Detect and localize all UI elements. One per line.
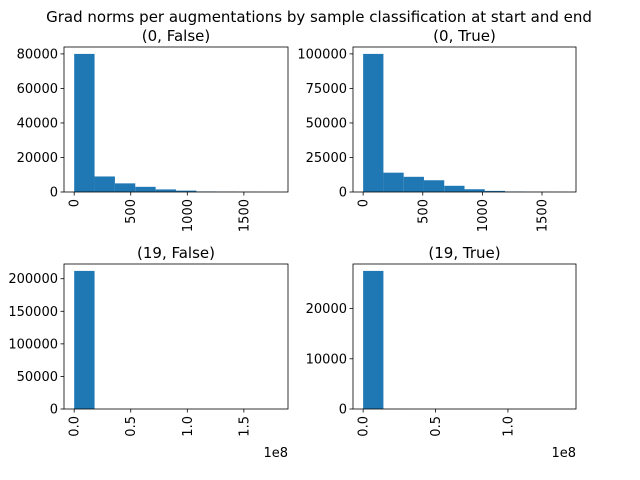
histogram-bar [135,186,156,192]
y-tick-label: 0 [339,186,347,201]
x-tick-label: 0 [357,199,372,207]
x-tick-label: 0.0 [68,416,83,437]
y-tick-label: 20000 [306,302,347,317]
histogram-bar [94,176,115,192]
y-tick-label: 100000 [8,337,58,352]
subplot-2: (0, True) 0 25000 50000 75000 100000 0 500 1000 1… [297,27,577,232]
histogram-bar [176,190,197,192]
x-tick-label: 0.5 [429,416,444,437]
histogram-bar [484,190,506,192]
figure-suptitle: Grad norms per augmentations by sample c… [46,8,592,26]
x-tick-label: 0 [68,199,83,207]
x-offset-label: 1e8 [551,446,576,461]
histogram-bar [444,185,465,192]
x-offset-label: 1e8 [263,446,288,461]
x-tick-label: 1.5 [237,416,252,437]
y-tick-label: 100000 [297,47,347,62]
histogram-bar [114,183,136,192]
y-tick-label: 0 [50,403,58,418]
x-tick-label: 0.0 [357,416,372,437]
y-tick-label: 25000 [306,151,347,166]
x-tick-label: 0.5 [124,416,139,437]
x-tick-label: 1500 [536,199,551,232]
x-tick-label: 500 [124,199,139,224]
x-tick-label: 1.0 [181,416,196,437]
subplot-title: (0, False) [142,27,210,45]
histogram-bar [363,270,384,409]
histogram-bar [74,53,95,193]
y-tick-label: 200000 [8,272,58,287]
x-tick-label: 1.0 [501,416,516,437]
y-tick-label: 50000 [306,116,347,131]
histogram-bar [403,176,424,192]
subplot-title: (0, True) [433,27,496,45]
histogram-bar [363,53,384,193]
subplot-1: (0, False) 0 20000 40000 60000 80000 0 500 1000 1… [17,27,289,232]
histogram-bar [383,172,404,192]
y-tick-label: 80000 [17,47,58,62]
histogram-bar [423,180,445,192]
y-tick-label: 0 [50,186,58,201]
y-tick-label: 150000 [8,305,58,320]
y-tick-label: 10000 [306,352,347,367]
subplot-3: (19, False) 0 50000 100000 150000 200000 0.0 0.… [8,244,289,461]
histogram-bar [74,270,95,409]
axes-frame [352,263,577,410]
y-tick-label: 50000 [17,370,58,385]
x-tick-label: 1000 [476,199,491,232]
y-tick-label: 0 [339,403,347,418]
y-tick-label: 60000 [17,82,58,97]
x-tick-label: 1500 [237,199,252,232]
x-tick-label: 1000 [181,199,196,232]
histogram-bar [464,189,485,192]
x-tick-label: 500 [416,199,431,224]
subplot-title: (19, False) [137,244,215,262]
y-tick-label: 20000 [17,151,58,166]
axes-frame [63,263,289,410]
y-tick-label: 75000 [306,82,347,97]
subplot-grid: (0, False) 0 20000 40000 60000 80000 0 500 1000 1… [8,27,577,461]
axes-frame [352,46,577,193]
histogram-bar [155,189,176,192]
subplot-title: (19, True) [428,244,500,262]
axes-frame [63,46,289,193]
subplot-4: (19, True) 0 10000 20000 0.0 0.5 1.0 1e8 [306,244,577,461]
y-tick-label: 40000 [17,116,58,131]
